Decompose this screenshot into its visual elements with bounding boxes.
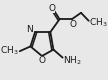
Text: N: N xyxy=(26,25,33,34)
Text: CH$_3$: CH$_3$ xyxy=(0,45,18,57)
Text: O: O xyxy=(69,20,76,28)
Text: O: O xyxy=(38,56,45,65)
Text: NH$_2$: NH$_2$ xyxy=(63,55,82,67)
Text: O: O xyxy=(48,4,55,12)
Text: CH$_3$: CH$_3$ xyxy=(89,16,108,29)
